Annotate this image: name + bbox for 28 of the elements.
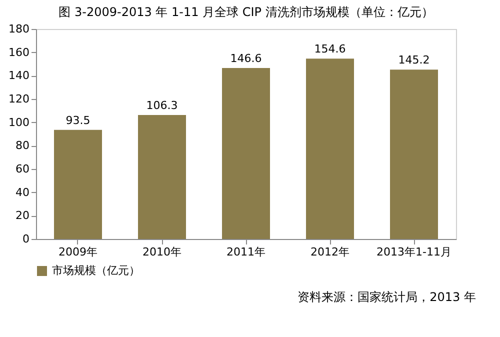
x-tick-label: 2009年 <box>58 246 98 258</box>
x-tick-label: 2010年 <box>142 246 182 258</box>
data-label: 154.6 <box>314 42 346 56</box>
data-label: 93.5 <box>66 114 90 127</box>
chart-title: 图 3-2009-2013 年 1-11 月全球 CIP 清洗剂市场规模（单位：亿元） <box>58 5 434 19</box>
y-tick-label: 20 <box>16 209 30 222</box>
y-tick-label: 100 <box>8 116 30 129</box>
y-tick-label: 80 <box>16 139 30 152</box>
text: 资料来源：国家统计局，2013 年 <box>298 290 476 304</box>
y-tick-label: 160 <box>8 46 30 59</box>
data-label: 146.6 <box>230 52 262 65</box>
bar <box>222 68 270 239</box>
y-tick-label: 120 <box>8 92 30 106</box>
y-tick-label: 180 <box>8 22 30 36</box>
y-tick-label: 140 <box>8 69 30 82</box>
x-tick-label: 2012年 <box>310 246 350 258</box>
x-tick-label: 2011年 <box>226 246 266 258</box>
bar <box>306 58 354 239</box>
bar <box>138 114 186 239</box>
data-label: 106.3 <box>146 98 178 112</box>
bar <box>54 130 102 239</box>
bar <box>390 70 438 239</box>
x-tick-label: 2013年1-11月 <box>376 246 452 258</box>
y-tick-label: 40 <box>16 186 30 199</box>
y-tick-label: 0 <box>22 232 30 246</box>
legend-label: 市场规模（亿元） <box>52 264 140 277</box>
data-label: 145.2 <box>398 54 430 67</box>
y-tick-label: 60 <box>16 162 30 176</box>
